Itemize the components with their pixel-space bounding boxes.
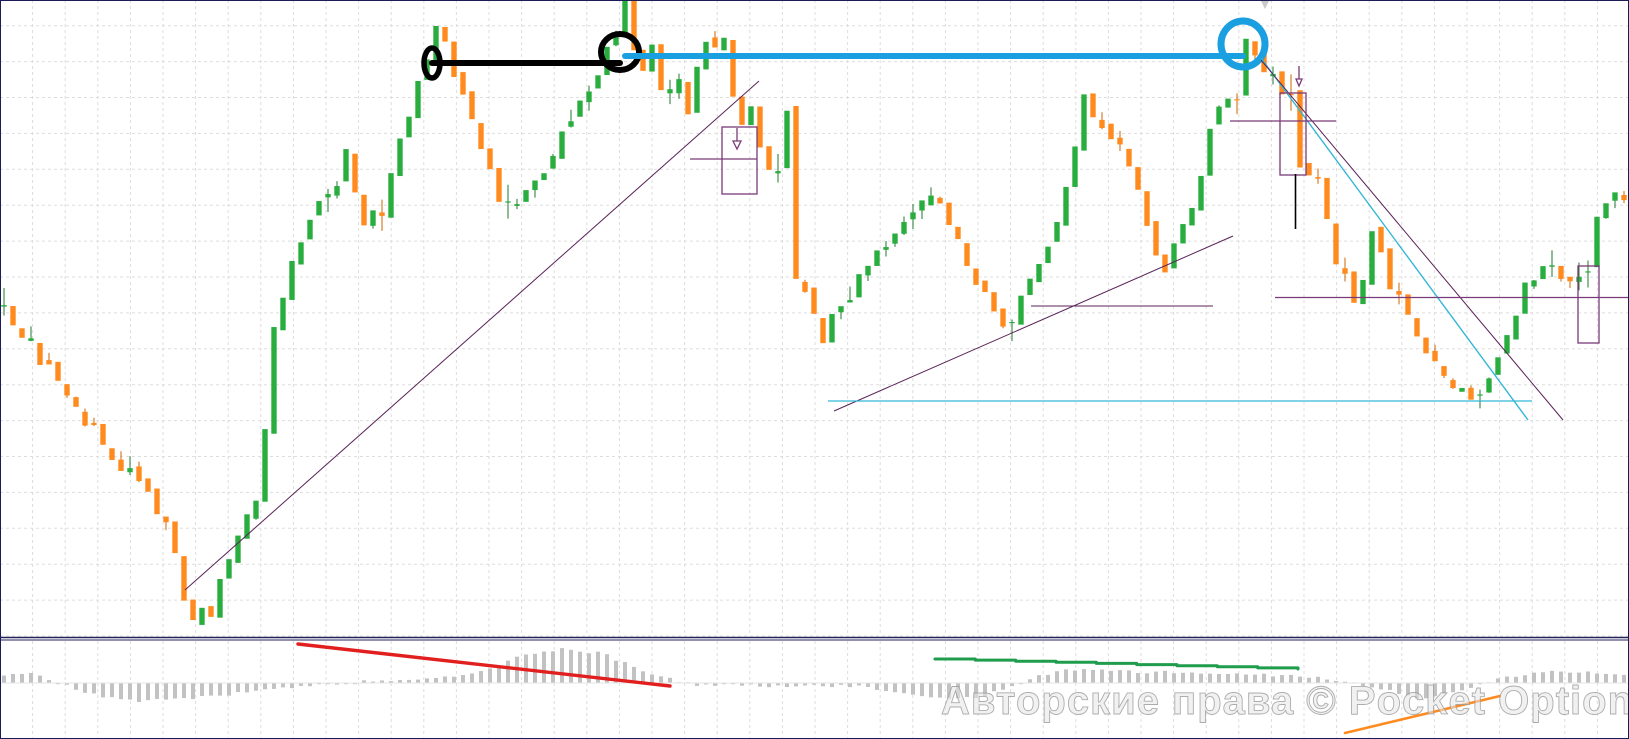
svg-text:Авторские права © Pocket Optio: Авторские права © Pocket Option [941,679,1629,723]
